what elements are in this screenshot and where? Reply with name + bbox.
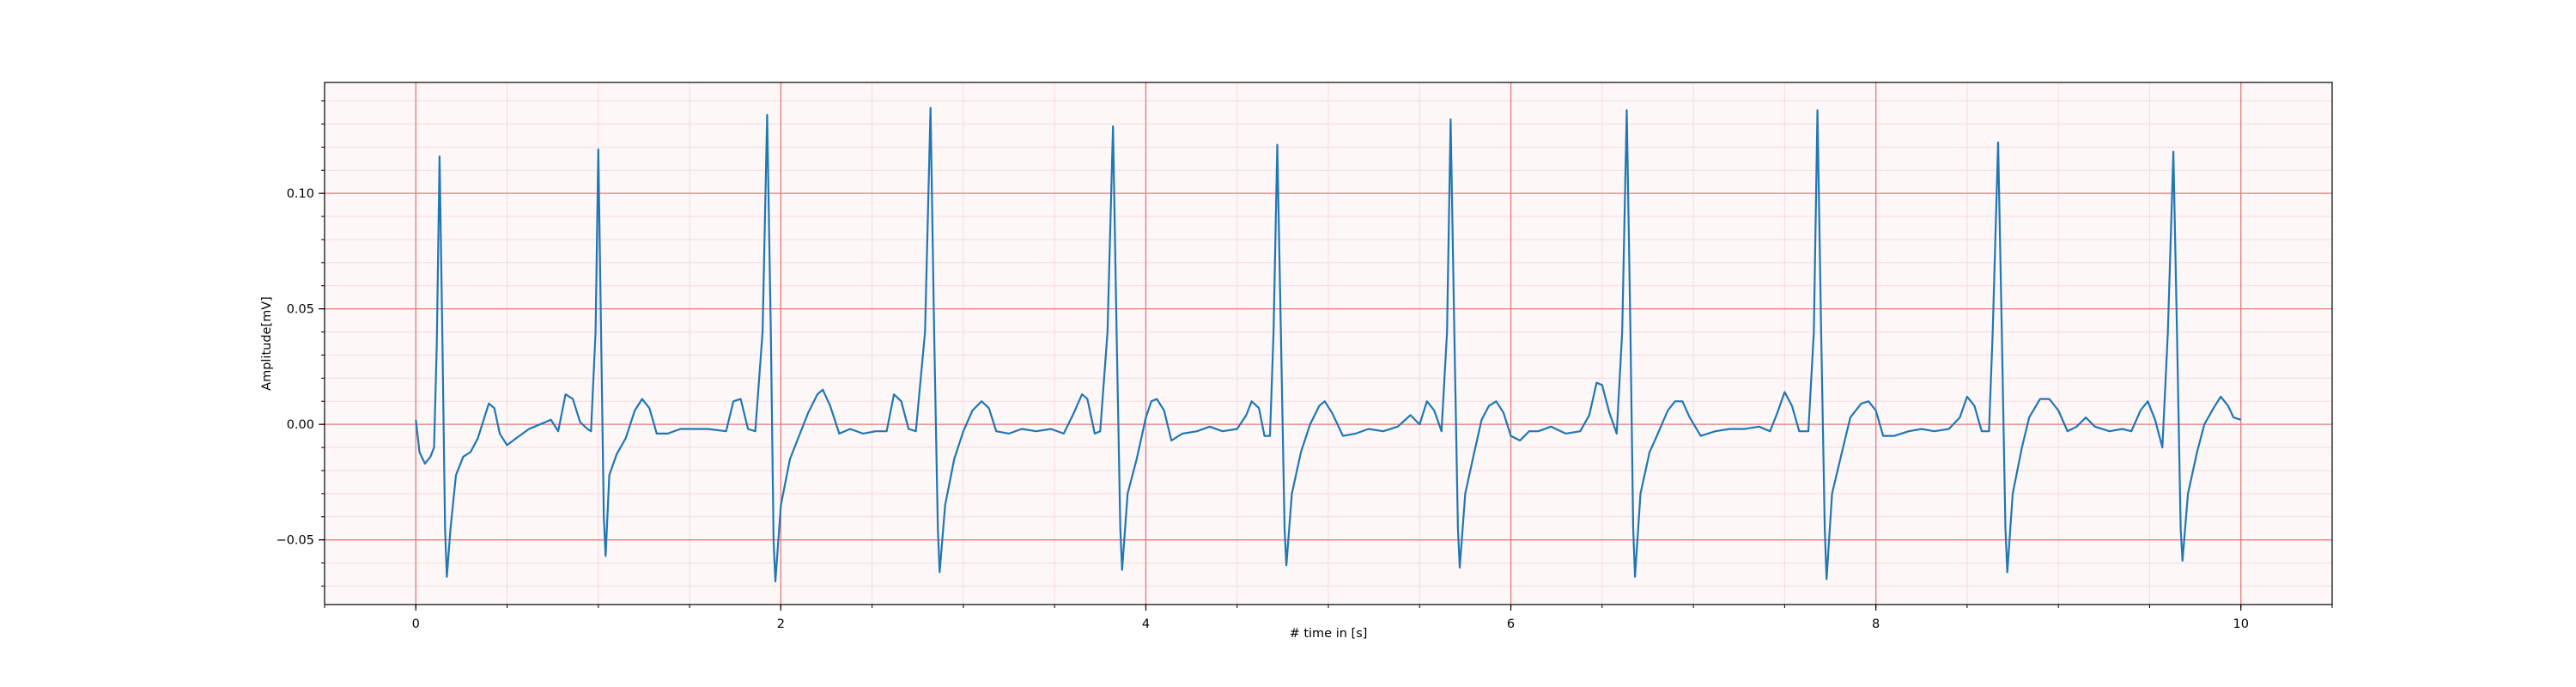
y-axis: −0.05 0.00 0.05 0.10 xyxy=(276,100,325,587)
y-tick-label: −0.05 xyxy=(276,534,314,548)
y-tick-label: 0.05 xyxy=(287,303,314,317)
x-axis: 0 2 4 6 8 10 xyxy=(324,605,2333,631)
x-tick-label: 0 xyxy=(412,617,420,631)
major-grid xyxy=(325,82,2332,605)
y-axis-label: Amplitude[mV] xyxy=(260,296,274,391)
y-tick-label: 0.10 xyxy=(287,187,314,201)
x-tick-label: 4 xyxy=(1142,617,1150,631)
series-line xyxy=(415,106,2242,583)
x-tick-label: 10 xyxy=(2233,617,2249,631)
x-axis-label: # time in [s] xyxy=(1290,627,1368,641)
x-tick-label: 8 xyxy=(1872,617,1880,631)
x-tick-label: 2 xyxy=(777,617,785,631)
x-tick-label: 6 xyxy=(1507,617,1515,631)
y-tick-label: 0.00 xyxy=(287,418,314,432)
